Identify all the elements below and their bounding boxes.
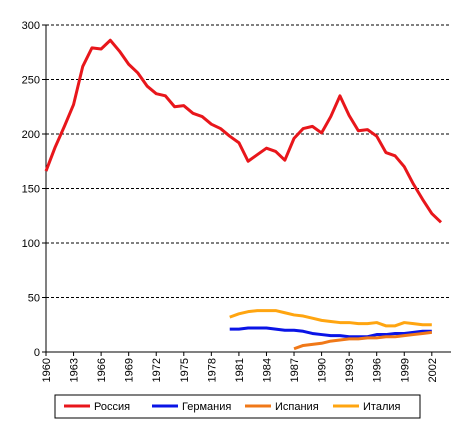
y-tick-label: 100 <box>22 238 40 250</box>
x-tick-label: 1963 <box>69 358 81 382</box>
x-tick-label: 1990 <box>317 358 329 382</box>
x-tick-label: 1975 <box>179 358 191 382</box>
y-tick-label: 250 <box>22 75 40 87</box>
legend-label: Италия <box>363 401 401 413</box>
x-tick-label: 1984 <box>261 358 273 382</box>
x-tick-label: 1969 <box>124 358 136 382</box>
y-tick-label: 300 <box>22 20 40 32</box>
x-tick-label: 1987 <box>289 358 301 382</box>
series-line <box>293 330 432 351</box>
legend-label: Испания <box>275 401 319 413</box>
y-tick-label: 50 <box>28 293 40 305</box>
series-line <box>229 326 432 339</box>
legend: Россия Германия Испания Италия <box>54 394 421 419</box>
x-tick-label: 1972 <box>151 358 163 382</box>
y-tick-label: 200 <box>22 129 40 141</box>
series-line <box>44 38 443 224</box>
x-tick-label: 1996 <box>372 358 384 382</box>
y-tick-label: 150 <box>22 184 40 196</box>
series-line <box>229 309 432 328</box>
legend-box <box>54 394 421 419</box>
x-tick-label: 1981 <box>234 358 246 382</box>
x-tick-label: 1993 <box>344 358 356 382</box>
y-tick-label: 0 <box>34 347 40 359</box>
x-tick-label: 1966 <box>96 358 108 382</box>
x-tick-label: 1978 <box>206 358 218 382</box>
x-tick-label: 1960 <box>41 358 53 382</box>
x-tick-label: 2002 <box>427 358 439 382</box>
legend-label: Германия <box>182 401 231 413</box>
legend-label: Россия <box>94 401 130 413</box>
x-tick-label: 1999 <box>399 358 411 382</box>
